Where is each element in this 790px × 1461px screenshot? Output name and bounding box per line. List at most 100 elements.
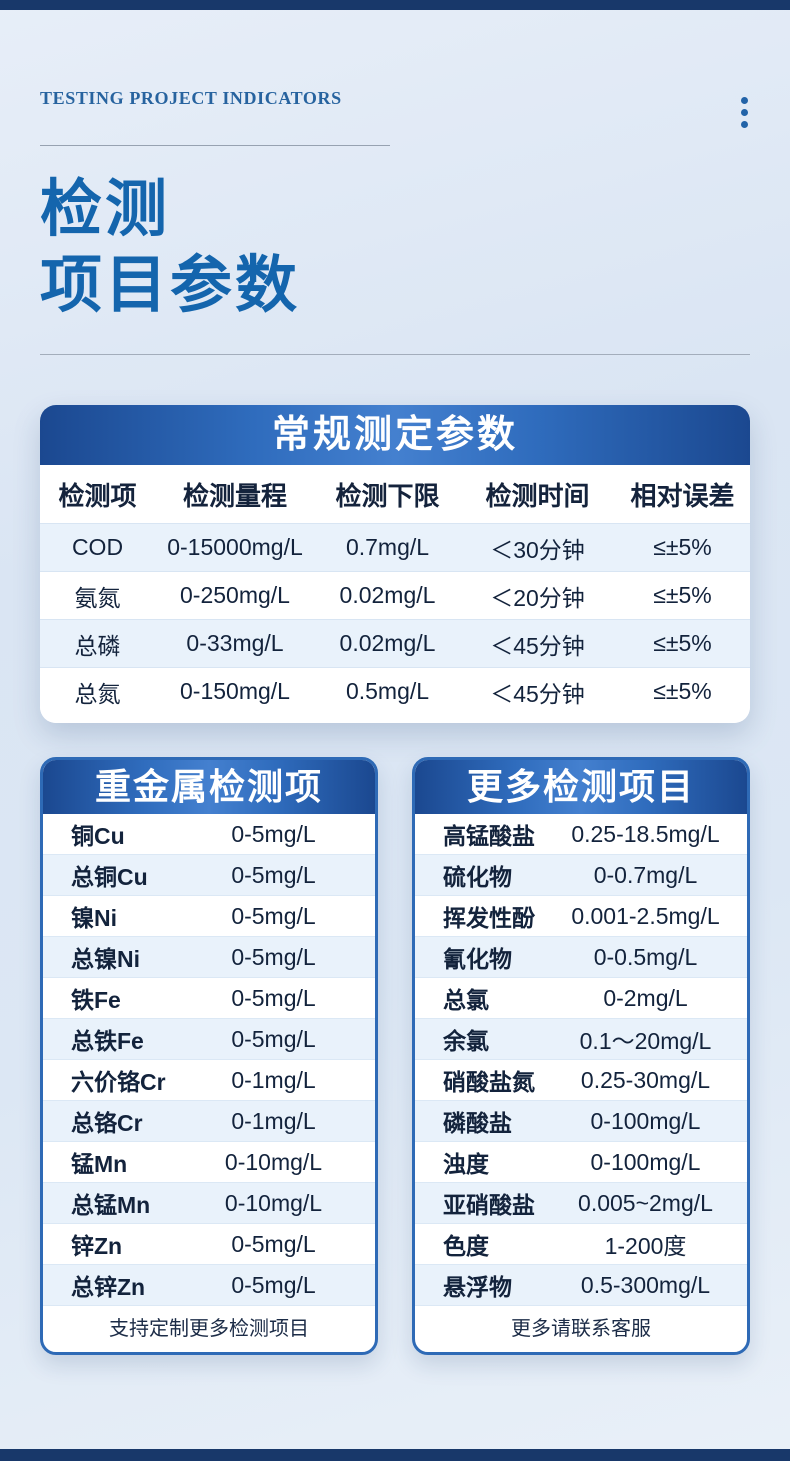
card-footer-note: 更多请联系客服 — [511, 1318, 651, 1340]
table-row: 总氮 0-150mg/L 0.5mg/L ＜45分钟 ≤±5% — [40, 668, 750, 715]
parameter-range: 0-100mg/L — [590, 1148, 701, 1175]
parameter-range: 0.1～20mg/L — [579, 1028, 712, 1054]
parameter-range: 0-5mg/L — [231, 902, 316, 929]
parameter-name: 亚硝酸盐 — [443, 1192, 535, 1218]
parameter-range: 0-0.7mg/L — [593, 861, 698, 888]
parameter-range: 0-10mg/L — [224, 1148, 323, 1175]
table-cell: COD — [71, 534, 124, 560]
heavy-metals-card: 重金属检测项 铜Cu 0-5mg/L 总铜Cu 0-5mg/L 镍Ni 0-5m… — [40, 757, 378, 1355]
list-item: 硫化物 0-0.7mg/L — [415, 855, 747, 896]
table-row: 总磷 0-33mg/L 0.02mg/L ＜45分钟 ≤±5% — [40, 620, 750, 668]
parameter-name: 高锰酸盐 — [443, 823, 535, 849]
list-item: 六价铬Cr 0-1mg/L — [43, 1060, 375, 1101]
table-cell: 0-15000mg/L — [167, 534, 303, 560]
table-cell: ＜45分钟 — [490, 632, 585, 659]
parameter-name: 镍Ni — [71, 905, 117, 931]
list-item: 浊度 0-100mg/L — [415, 1142, 747, 1183]
list-item: 总锰Mn 0-10mg/L — [43, 1183, 375, 1224]
list-item: 挥发性酚 0.001-2.5mg/L — [415, 896, 747, 937]
table-cell: 0-33mg/L — [186, 630, 284, 656]
list-item: 铜Cu 0-5mg/L — [43, 814, 375, 855]
parameter-name: 磷酸盐 — [443, 1110, 512, 1136]
page-title-line1: 检测 — [40, 175, 171, 244]
parameter-name: 氰化物 — [443, 946, 512, 972]
column-header: 相对误差 — [630, 480, 735, 511]
parameter-range: 0-5mg/L — [231, 820, 316, 847]
bottom-accent-bar — [0, 1449, 790, 1461]
parameter-name: 总铁Fe — [71, 1028, 144, 1054]
table-cell: 氨氮 — [74, 584, 121, 611]
list-item: 锌Zn 0-5mg/L — [43, 1224, 375, 1265]
parameter-range: 1-200度 — [604, 1233, 687, 1259]
dot — [741, 97, 748, 104]
parameter-name: 余氯 — [443, 1028, 489, 1054]
more-options-icon[interactable] — [741, 97, 748, 128]
list-item: 总铬Cr 0-1mg/L — [43, 1101, 375, 1142]
table-row: COD 0-15000mg/L 0.7mg/L ＜30分钟 ≤±5% — [40, 524, 750, 572]
list-item: 总氯 0-2mg/L — [415, 978, 747, 1019]
standard-parameters-card: 常规测定参数 检测项 检测量程 检测下限 检测时间 相对误差 COD 0-150… — [40, 405, 750, 723]
table-cell: 0.5mg/L — [345, 678, 430, 704]
list-item: 色度 1-200度 — [415, 1224, 747, 1265]
table-cell: 0-150mg/L — [180, 678, 290, 704]
parameter-name: 悬浮物 — [443, 1274, 512, 1300]
dot — [741, 121, 748, 128]
list-item: 磷酸盐 0-100mg/L — [415, 1101, 747, 1142]
column-header: 检测下限 — [335, 480, 440, 511]
secondary-cards: 重金属检测项 铜Cu 0-5mg/L 总铜Cu 0-5mg/L 镍Ni 0-5m… — [40, 757, 750, 1355]
parameter-range: 0.005~2mg/L — [578, 1189, 713, 1216]
eyebrow-text: TESTING PROJECT INDICATORS — [40, 88, 342, 108]
list-item: 硝酸盐氮 0.25-30mg/L — [415, 1060, 747, 1101]
parameter-range: 0-5mg/L — [231, 861, 316, 888]
divider — [40, 145, 390, 146]
parameter-name: 总镍Ni — [71, 946, 140, 972]
parameter-range: 0-100mg/L — [590, 1107, 701, 1134]
parameter-range: 0.25-18.5mg/L — [571, 820, 720, 847]
parameter-name: 铁Fe — [71, 987, 121, 1013]
list-item: 总锌Zn 0-5mg/L — [43, 1265, 375, 1306]
parameter-range: 0-1mg/L — [231, 1107, 316, 1134]
parameter-range: 0-10mg/L — [224, 1189, 323, 1216]
more-tests-card: 更多检测项目 高锰酸盐 0.25-18.5mg/L 硫化物 0-0.7mg/L … — [412, 757, 750, 1355]
parameter-range: 0-1mg/L — [231, 1066, 316, 1093]
parameter-range: 0.5-300mg/L — [580, 1271, 711, 1298]
list-item: 镍Ni 0-5mg/L — [43, 896, 375, 937]
table-cell: 0.02mg/L — [339, 582, 436, 608]
table-cell: ＜30分钟 — [490, 536, 585, 563]
table-row: 氨氮 0-250mg/L 0.02mg/L ＜20分钟 ≤±5% — [40, 572, 750, 620]
list-item: 余氯 0.1～20mg/L — [415, 1019, 747, 1060]
dot — [741, 109, 748, 116]
table-header-row: 检测项 检测量程 检测下限 检测时间 相对误差 — [40, 465, 750, 524]
heavy-metals-title: 重金属检测项 — [43, 760, 375, 814]
parameter-name: 锰Mn — [71, 1151, 128, 1177]
list-item: 总镍Ni 0-5mg/L — [43, 937, 375, 978]
table-cell: ≤±5% — [653, 534, 712, 560]
parameter-name: 浊度 — [443, 1151, 489, 1177]
page-title: 检测 项目参数 — [40, 172, 750, 324]
parameter-range: 0-2mg/L — [603, 984, 688, 1011]
column-header: 检测项 — [58, 480, 137, 511]
parameter-name: 总锰Mn — [71, 1192, 151, 1218]
standard-parameters-table: 检测项 检测量程 检测下限 检测时间 相对误差 COD 0-15000mg/L … — [40, 465, 750, 723]
table-cell: ≤±5% — [653, 630, 712, 656]
parameter-range: 0.25-30mg/L — [580, 1066, 711, 1093]
parameter-name: 总铜Cu — [71, 864, 148, 890]
parameter-name: 总氯 — [443, 987, 489, 1013]
parameter-range: 0.001-2.5mg/L — [571, 902, 720, 929]
list-item: 悬浮物 0.5-300mg/L — [415, 1265, 747, 1306]
table-cell: 0.02mg/L — [339, 630, 436, 656]
table-cell: ≤±5% — [653, 678, 712, 704]
parameter-range: 0-5mg/L — [231, 943, 316, 970]
parameter-name: 总铬Cr — [71, 1110, 143, 1136]
parameter-name: 六价铬Cr — [71, 1069, 166, 1095]
parameter-range: 0-0.5mg/L — [593, 943, 698, 970]
parameter-name: 总锌Zn — [71, 1274, 146, 1300]
list-item: 亚硝酸盐 0.005~2mg/L — [415, 1183, 747, 1224]
standard-parameters-title: 常规测定参数 — [40, 405, 750, 465]
table-cell: 0.7mg/L — [345, 534, 430, 560]
list-item: 氰化物 0-0.5mg/L — [415, 937, 747, 978]
parameter-name: 硝酸盐氮 — [443, 1069, 535, 1095]
parameter-name: 铜Cu — [71, 823, 125, 849]
page-title-line2: 项目参数 — [40, 251, 301, 320]
